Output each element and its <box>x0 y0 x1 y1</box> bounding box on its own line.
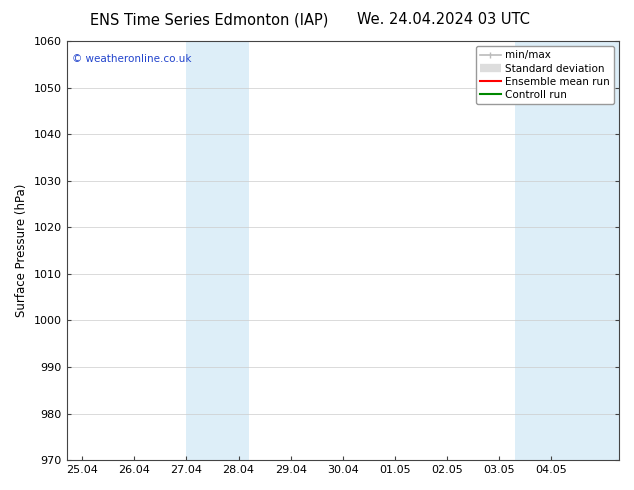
Text: ENS Time Series Edmonton (IAP): ENS Time Series Edmonton (IAP) <box>90 12 328 27</box>
Bar <box>515 41 619 460</box>
Text: © weatheronline.co.uk: © weatheronline.co.uk <box>72 53 191 64</box>
Text: We. 24.04.2024 03 UTC: We. 24.04.2024 03 UTC <box>358 12 530 27</box>
Y-axis label: Surface Pressure (hPa): Surface Pressure (hPa) <box>15 184 28 318</box>
Bar <box>186 41 249 460</box>
Legend: min/max, Standard deviation, Ensemble mean run, Controll run: min/max, Standard deviation, Ensemble me… <box>476 46 614 104</box>
